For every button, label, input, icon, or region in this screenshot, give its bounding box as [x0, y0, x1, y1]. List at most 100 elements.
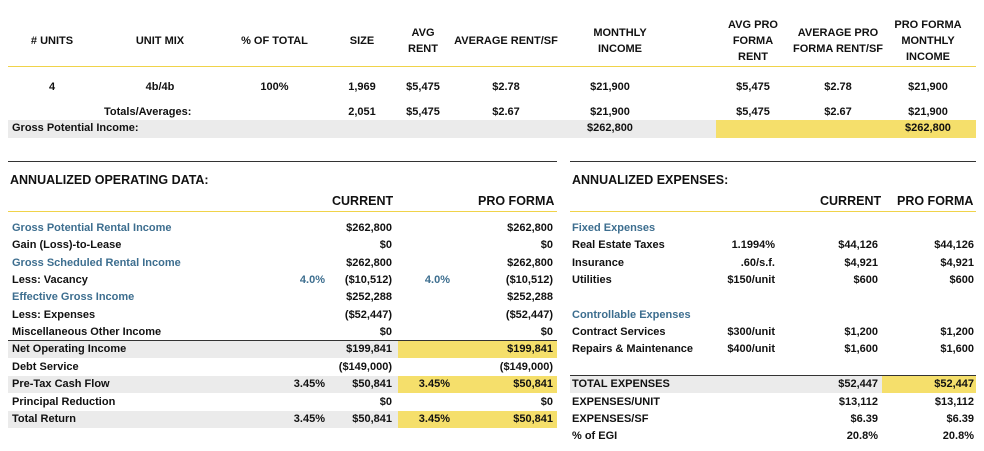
- expenses-title: ANNUALIZED EXPENSES:: [572, 173, 729, 187]
- operating-top-rule: [8, 161, 557, 162]
- header-pf-rent-sf-line2: FORMA RENT/SF: [792, 43, 884, 55]
- row-avg-rent: $5,475: [406, 81, 440, 93]
- row-basis: $150/unit: [727, 274, 775, 286]
- header-pf-monthly-line3: INCOME: [906, 51, 950, 63]
- row-pf-monthly: $21,900: [908, 81, 948, 93]
- row-highlight-bg: [398, 341, 557, 358]
- row-label: Principal Reduction: [12, 396, 116, 408]
- header-avg-rent-line2: RENT: [408, 43, 438, 55]
- row-label: Gain (Loss)-to-Lease: [12, 239, 122, 251]
- row-label: Repairs & Maintenance: [572, 343, 694, 355]
- gpi-row-highlight: [716, 120, 976, 138]
- gpi-row-bg: [8, 120, 716, 138]
- row-pro-forma-value: $199,841: [507, 343, 553, 355]
- row-pro-forma-value: $50,841: [513, 413, 553, 425]
- header-pf-rent-line2: FORMA: [732, 35, 774, 47]
- header-monthly-income: MONTHLY INCOME: [585, 25, 655, 57]
- totals-label: Totals/Averages:: [104, 106, 192, 118]
- row-pf-rent: $5,475: [736, 81, 770, 93]
- row-size: 1,969: [348, 81, 376, 93]
- header-pf-rent-line3: RENT: [738, 51, 768, 63]
- row-current-value: 20.8%: [846, 430, 878, 442]
- row-current-value: ($52,447): [344, 309, 392, 321]
- row-label: EXPENSES/SF: [572, 413, 649, 425]
- row-current-value: $44,126: [838, 239, 878, 251]
- row-label: TOTAL EXPENSES: [572, 378, 670, 390]
- expenses-top-rule: [570, 161, 976, 162]
- totals-pf-rent-sf: $2.67: [824, 106, 852, 118]
- operating-title: ANNUALIZED OPERATING DATA:: [10, 173, 209, 187]
- row-pro-forma-value: $1,200: [940, 326, 974, 338]
- row-label: Real Estate Taxes: [572, 239, 665, 251]
- row-pct-current: 3.45%: [293, 378, 325, 390]
- row-pro-forma-value: $0: [540, 396, 553, 408]
- row-gray-bg: [570, 376, 882, 393]
- row-pro-forma-value: $262,800: [507, 222, 553, 234]
- header-size: SIZE: [349, 35, 375, 47]
- totals-size: 2,051: [348, 106, 376, 118]
- header-pf-rent: AVG PRO FORMA RENT: [718, 17, 788, 65]
- noi-rule: [8, 340, 557, 341]
- gpi-pro-forma: $262,800: [905, 122, 951, 134]
- gpi-current: $262,800: [587, 122, 633, 134]
- row-current-value: $199,841: [346, 343, 392, 355]
- row-label: Contract Services: [572, 326, 666, 338]
- row-current-value: $0: [379, 396, 392, 408]
- row-pct: 100%: [260, 81, 289, 93]
- row-label: Insurance: [572, 257, 624, 269]
- row-pct-pro-forma: 4.0%: [424, 274, 450, 286]
- row-avg-rent-sf: $2.78: [492, 81, 520, 93]
- gpi-label: Gross Potential Income:: [12, 122, 139, 134]
- totals-avg-rent: $5,475: [406, 106, 440, 118]
- header-pf-rent-sf-line1: AVERAGE PRO: [797, 27, 879, 39]
- row-highlight-bg: [398, 376, 557, 393]
- total-expenses-rule: [570, 375, 976, 376]
- row-label: Controllable Expenses: [572, 309, 691, 321]
- row-pro-forma-value: $262,800: [507, 257, 553, 269]
- row-current-value: $1,200: [844, 326, 878, 338]
- row-highlight-bg: [398, 411, 557, 428]
- row-pro-forma-value: $52,447: [934, 378, 974, 390]
- row-label: Gross Scheduled Rental Income: [12, 257, 181, 269]
- row-current-value: $50,841: [352, 378, 392, 390]
- row-label: Utilities: [572, 274, 612, 286]
- header-pf-rent-line1: AVG PRO: [728, 19, 778, 31]
- totals-monthly: $21,900: [590, 106, 630, 118]
- header-pf-monthly-line2: MONTHLY: [901, 35, 955, 47]
- row-current-value: $1,600: [844, 343, 878, 355]
- row-pf-rent-sf: $2.78: [824, 81, 852, 93]
- row-current-value: $13,112: [838, 396, 878, 408]
- row-basis: .60/s.f.: [740, 257, 775, 269]
- header-avg-rent-sf: AVERAGE RENT/SF: [454, 35, 558, 47]
- row-pro-forma-value: ($52,447): [505, 309, 553, 321]
- row-pro-forma-value: $44,126: [934, 239, 974, 251]
- row-current-value: $0: [379, 239, 392, 251]
- row-current-value: $262,800: [346, 257, 392, 269]
- row-label: Total Return: [12, 413, 76, 425]
- header-divider: [8, 66, 976, 67]
- row-label: Less: Expenses: [12, 309, 96, 321]
- row-basis: 1.1994%: [731, 239, 775, 251]
- expenses-header-rule: [570, 211, 976, 212]
- row-current-value: $6.39: [850, 413, 878, 425]
- row-label: Pre-Tax Cash Flow: [12, 378, 110, 390]
- row-pro-forma-value: ($149,000): [499, 361, 553, 373]
- row-pro-forma-value: $4,921: [940, 257, 974, 269]
- row-current-value: ($149,000): [338, 361, 392, 373]
- row-label: EXPENSES/UNIT: [572, 396, 661, 408]
- row-pro-forma-value: $0: [540, 326, 553, 338]
- row-current-value: $50,841: [352, 413, 392, 425]
- row-pro-forma-value: $13,112: [934, 396, 974, 408]
- row-pro-forma-value: $1,600: [940, 343, 974, 355]
- row-label: % of EGI: [572, 430, 618, 442]
- operating-col-pro-forma: PRO FORMA: [478, 194, 555, 208]
- row-label: Gross Potential Rental Income: [12, 222, 172, 234]
- row-label: Effective Gross Income: [12, 291, 135, 303]
- row-unit-mix: 4b/4b: [145, 81, 175, 93]
- row-pct-current: 3.45%: [293, 413, 325, 425]
- row-pro-forma-value: $50,841: [513, 378, 553, 390]
- header-monthly-line2: INCOME: [598, 43, 642, 55]
- header-pct-total: % OF TOTAL: [241, 35, 308, 47]
- row-pct-current: 4.0%: [299, 274, 325, 286]
- row-current-value: $0: [379, 326, 392, 338]
